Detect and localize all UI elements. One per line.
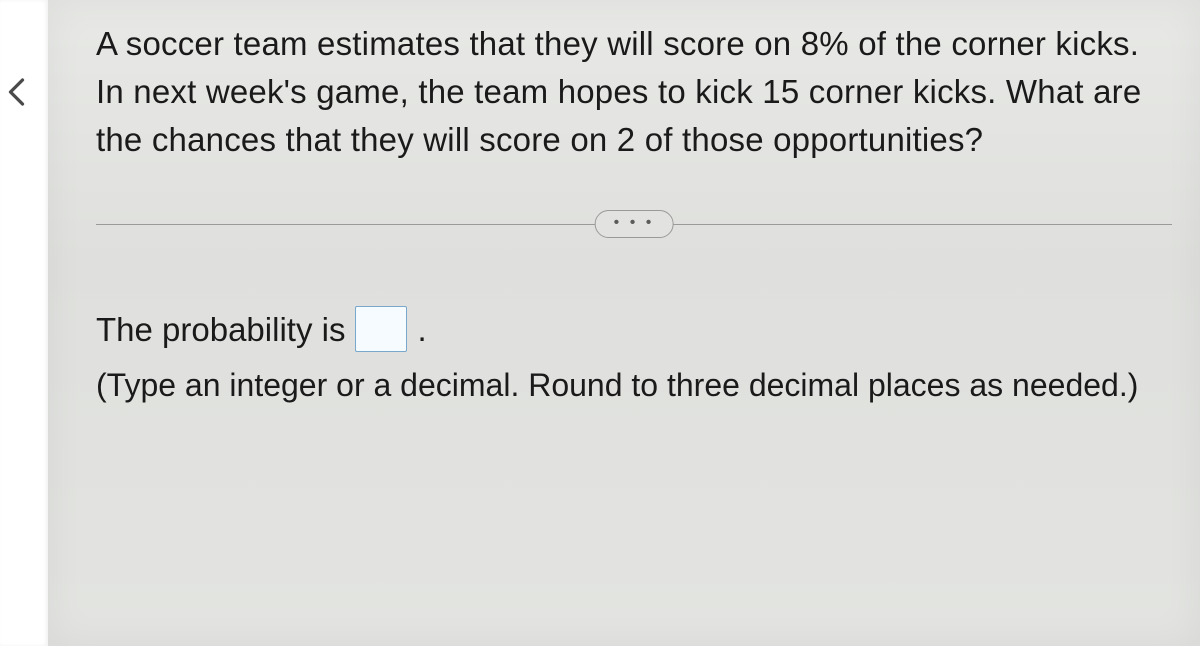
answer-line: The probability is . <box>96 304 1172 355</box>
back-button[interactable] <box>0 70 40 114</box>
answer-block: The probability is . (Type an integer or… <box>96 304 1172 411</box>
question-text: A soccer team estimates that they will s… <box>96 20 1172 164</box>
answer-suffix: . <box>417 304 426 355</box>
left-sidebar <box>0 0 48 646</box>
probability-input[interactable] <box>355 306 407 352</box>
section-divider: • • • <box>96 204 1172 244</box>
expand-pill[interactable]: • • • <box>595 210 674 238</box>
app-frame: A soccer team estimates that they will s… <box>0 0 1200 646</box>
chevron-left-icon <box>0 74 36 110</box>
answer-prefix: The probability is <box>96 304 345 355</box>
question-panel: A soccer team estimates that they will s… <box>48 0 1200 646</box>
answer-hint: (Type an integer or a decimal. Round to … <box>96 361 1172 411</box>
dots-icon: • • • <box>614 214 655 231</box>
